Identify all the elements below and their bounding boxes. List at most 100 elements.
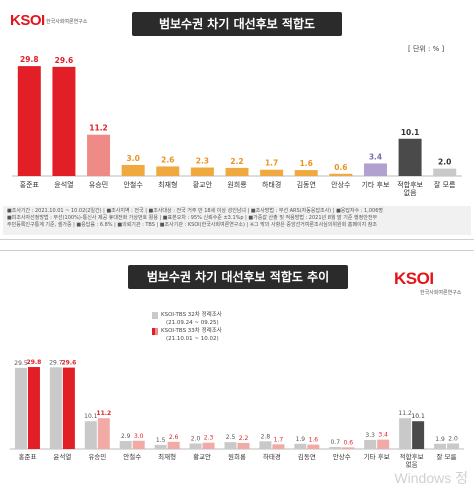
data-label-2: 11.2 — [89, 124, 108, 133]
bar-32-2 — [84, 421, 97, 449]
data-label-32-4: 1.5 — [156, 437, 166, 444]
method-line: ■조사기간 : 2021.10.01 ~ 10.02(2일간) | ■조사지역 … — [7, 208, 383, 214]
data-label-33-12: 2.0 — [448, 436, 458, 443]
data-label-33-5: 2.3 — [204, 435, 214, 442]
category-label-2: 유승민 — [88, 452, 106, 461]
data-label-32-3: 2.9 — [121, 433, 131, 440]
bar-33-3 — [132, 440, 145, 449]
bar-10 — [363, 163, 387, 176]
data-label-12: 2.0 — [438, 158, 451, 167]
bar-3 — [121, 164, 145, 176]
data-label-4: 2.6 — [161, 155, 174, 164]
bar-8 — [294, 170, 318, 176]
bar-33-0 — [27, 367, 40, 449]
category-label-3: 안철수 — [123, 452, 141, 461]
bar-33-7 — [272, 444, 285, 449]
data-label-32-11: 11.2 — [398, 410, 412, 417]
category-label-7: 하태경 — [263, 452, 281, 461]
data-label-33-1: 29.6 — [61, 360, 76, 367]
bar-32-4 — [154, 444, 167, 449]
category-label-10: 기타 후보 — [364, 452, 390, 461]
category-label-9: 안상수 — [333, 452, 351, 461]
bar-7 — [260, 169, 284, 176]
data-label-10: 3.4 — [369, 152, 382, 161]
bar-32-12 — [434, 443, 447, 449]
data-label-8: 1.6 — [300, 159, 313, 168]
legend-label-32: KSOI-TBS 32차 정례조사 — [161, 312, 222, 318]
legend-label-33: KSOI-TBS 33차 정례조사 — [161, 328, 222, 334]
unit-label: [ 단위 : % ] — [408, 45, 445, 53]
data-label-32-2: 10.1 — [84, 413, 98, 420]
bar-9 — [329, 173, 353, 176]
data-label-33-7: 1.7 — [274, 436, 284, 443]
data-label-7: 1.7 — [265, 159, 278, 168]
category-label-10: 기타 후보 — [361, 180, 390, 189]
data-label-32-10: 3.3 — [365, 432, 375, 439]
bar-33-2 — [97, 418, 110, 449]
data-label-32-9: 0.7 — [330, 439, 340, 446]
legend-item-32: KSOI-TBS 32차 정례조사 — [152, 311, 222, 319]
data-label-33-3: 3.0 — [134, 433, 144, 440]
bar-4 — [156, 166, 180, 176]
bar-33-4 — [167, 441, 180, 449]
data-label-32-0: 29.5 — [14, 360, 28, 367]
data-label-32-5: 2.0 — [191, 436, 201, 443]
category-label-9: 안상수 — [331, 180, 351, 189]
data-label-33-2: 11.2 — [96, 410, 111, 417]
method-line: 주민등록인구통계 기준, 셀가중 | ■응답률 : 6.8% | ■의뢰기관 :… — [7, 222, 377, 228]
bar-33-1 — [62, 367, 75, 449]
bar-33-10 — [377, 439, 390, 449]
data-label-33-6: 2.2 — [239, 435, 249, 442]
data-label-0: 29.8 — [20, 55, 39, 64]
bar-1 — [52, 66, 76, 176]
category-label-1: 윤석열 — [54, 180, 73, 189]
bar-32-8 — [294, 443, 307, 449]
legend-swatch-32 — [152, 311, 158, 319]
category-label-0: 홍준표 — [20, 180, 40, 189]
bar-33-6 — [237, 442, 250, 449]
data-label-32-6: 2.5 — [226, 434, 236, 441]
survey-method-box: ■조사기간 : 2021.10.01 ~ 10.02(2일간) | ■조사지역 … — [3, 206, 471, 235]
chart-panel-current: KSOI 한국사회여론연구소 범보수권 차기 대선후보 적합도 [ 단위 : %… — [0, 0, 474, 240]
category-label-1: 윤석열 — [53, 452, 71, 461]
data-label-33-10: 3.4 — [378, 432, 388, 439]
legend-swatch-33 — [152, 327, 158, 335]
data-label-32-7: 2.8 — [261, 433, 271, 440]
chart-title: 범보수권 차기 대선후보 적합도 추이 — [128, 265, 348, 289]
chart-panel-trend: 범보수권 차기 대선후보 적합도 추이 KSOI 한국사회여론연구소 KSOI-… — [0, 250, 474, 490]
category-label-5: 황교안 — [193, 452, 211, 461]
legend-period-33: (21.10.01 ~ 10.02) — [166, 336, 219, 342]
chart-title: 범보수권 차기 대선후보 적합도 — [132, 12, 342, 36]
bar-33-8 — [307, 444, 320, 449]
category-label-2: 유승민 — [89, 180, 108, 189]
chart-legend: KSOI-TBS 32차 정례조사 (21.09.24 ~ 09.25) KSO… — [152, 311, 222, 343]
legend-item-33: KSOI-TBS 33차 정례조사 — [152, 327, 222, 335]
category-label-6: 원희룡 — [228, 452, 246, 461]
bar-33-5 — [202, 442, 215, 449]
data-label-3: 3.0 — [127, 154, 140, 163]
bar-33-11 — [412, 421, 425, 449]
category-label-12: 잘 모름 — [434, 181, 456, 189]
category-label-0: 홍준표 — [18, 452, 36, 461]
bar-33-9 — [342, 447, 355, 449]
bar-2 — [87, 134, 111, 176]
category-label-11: 없음 — [404, 189, 417, 197]
bar-32-11 — [399, 418, 412, 449]
ksoi-logo: KSOI — [10, 12, 45, 29]
bar-32-0 — [14, 367, 27, 449]
legend-period-32: (21.09.24 ~ 09.25) — [166, 320, 219, 326]
logo-subtitle: 한국사회여론연구소 — [420, 290, 462, 296]
category-label-3: 안철수 — [123, 180, 143, 189]
data-label-32-12: 1.9 — [435, 436, 445, 443]
bar-5 — [190, 167, 214, 176]
data-label-5: 2.3 — [196, 157, 209, 166]
data-label-9: 0.6 — [334, 163, 347, 172]
category-label-11: 적합후보 — [400, 452, 424, 461]
category-label-4: 최재형 — [158, 452, 176, 461]
category-label-11: 적합후보 — [397, 180, 423, 189]
data-label-33-4: 2.6 — [169, 434, 179, 441]
bar-11 — [398, 138, 422, 176]
category-label-11: 없음 — [406, 461, 418, 469]
bar-32-7 — [259, 441, 272, 449]
